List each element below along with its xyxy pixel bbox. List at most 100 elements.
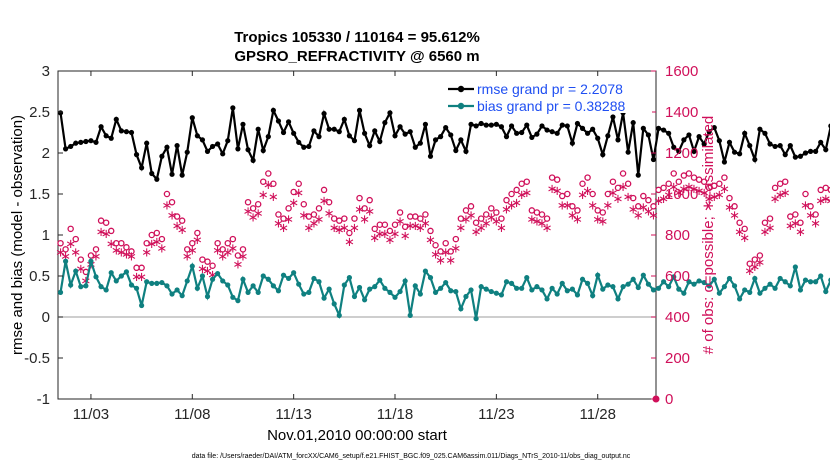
right-tick-label: 0 bbox=[665, 391, 673, 408]
obs-assimilated-marker: ∗ bbox=[491, 215, 502, 230]
bias-point bbox=[174, 287, 180, 293]
obs-possible-marker bbox=[756, 252, 764, 259]
obs-assimilated-marker: ∗ bbox=[227, 241, 238, 256]
obs-possible-marker bbox=[239, 246, 247, 253]
obs-assimilated-marker: ∗ bbox=[390, 227, 401, 242]
obs-assimilated-marker: ∗ bbox=[268, 190, 279, 205]
bias-point bbox=[73, 268, 79, 274]
obs-assimilated-marker: ∗ bbox=[55, 245, 66, 260]
obs-assimilated-marker: ∗ bbox=[450, 241, 461, 256]
bias-point bbox=[762, 285, 768, 291]
obs-count-markers: ∗∗∗∗∗∗∗∗∗∗∗∗∗∗∗∗∗∗∗∗∗∗∗∗∗∗∗∗∗∗∗∗∗∗∗∗∗∗∗∗… bbox=[55, 170, 830, 403]
obs-possible-marker bbox=[746, 260, 754, 267]
bias-point bbox=[508, 280, 515, 286]
obs-assimilated-marker: ∗ bbox=[471, 225, 482, 240]
rmse-point bbox=[407, 129, 413, 135]
obs-assimilated-marker: ∗ bbox=[648, 209, 659, 224]
obs-assimilated-marker: ∗ bbox=[293, 186, 304, 201]
obs-assimilated-marker: ∗ bbox=[602, 198, 613, 213]
obs-assimilated-marker: ∗ bbox=[70, 245, 81, 260]
rmse-point bbox=[88, 138, 94, 144]
obs-possible-marker bbox=[812, 211, 819, 218]
bias-point bbox=[772, 285, 778, 291]
rmse-point bbox=[397, 124, 403, 130]
bias-point bbox=[797, 287, 804, 293]
bias-point bbox=[569, 286, 575, 292]
obs-assimilated-marker: ∗ bbox=[481, 217, 492, 232]
bias-point bbox=[336, 312, 342, 318]
rmse-point bbox=[655, 125, 662, 131]
bias-point bbox=[792, 264, 798, 270]
rmse-point bbox=[204, 148, 211, 154]
obs-possible-marker bbox=[513, 186, 520, 194]
obs-possible-marker bbox=[741, 225, 748, 233]
rmse-point bbox=[590, 126, 596, 132]
obs-assimilated-marker: ∗ bbox=[65, 237, 76, 252]
obs-possible-marker bbox=[797, 219, 804, 226]
obs-assimilated-marker: ∗ bbox=[724, 200, 735, 215]
obs-assimilated-marker: ∗ bbox=[714, 188, 725, 203]
rmse-point bbox=[199, 137, 206, 143]
obs-possible-marker bbox=[234, 252, 242, 259]
obs-assimilated-marker: ∗ bbox=[521, 186, 532, 201]
bias-point bbox=[245, 289, 251, 295]
obs-assimilated-marker: ∗ bbox=[709, 190, 720, 205]
obs-possible-marker bbox=[685, 170, 693, 177]
obs-assimilated-marker: ∗ bbox=[628, 202, 639, 217]
bias-point bbox=[625, 281, 631, 287]
obs-possible-marker bbox=[822, 184, 830, 192]
obs-assimilated-marker: ∗ bbox=[486, 211, 497, 226]
rmse-point bbox=[818, 139, 824, 145]
obs-assimilated-marker: ∗ bbox=[658, 192, 669, 207]
left-tick-label: -1 bbox=[37, 391, 50, 408]
obs-possible-marker bbox=[254, 200, 262, 208]
bias-point bbox=[731, 283, 738, 289]
obs-possible-marker bbox=[472, 219, 480, 226]
bias-point bbox=[813, 279, 819, 285]
bias-point bbox=[260, 273, 266, 279]
obs-possible-marker bbox=[173, 213, 181, 220]
obs-possible-marker bbox=[508, 190, 515, 198]
bias-point bbox=[488, 288, 494, 295]
obs-possible-marker bbox=[320, 186, 328, 194]
rmse-point bbox=[133, 152, 140, 158]
bias-point bbox=[387, 289, 393, 295]
bias-point bbox=[270, 283, 276, 289]
obs-possible-marker bbox=[183, 246, 191, 253]
obs-assimilated-marker: ∗ bbox=[131, 270, 142, 285]
obs-possible-marker bbox=[761, 219, 769, 226]
obs-possible-marker bbox=[680, 172, 688, 179]
rmse-point bbox=[215, 141, 221, 147]
obs-assimilated-marker: ∗ bbox=[248, 211, 259, 226]
left-tick-label: 2.5 bbox=[29, 104, 50, 121]
obs-assimilated-marker: ∗ bbox=[232, 258, 243, 273]
bias-point bbox=[706, 283, 712, 289]
rmse-point bbox=[453, 147, 459, 154]
rmse-point bbox=[752, 156, 758, 163]
bias-point bbox=[671, 274, 677, 280]
obs-possible-marker bbox=[781, 178, 789, 185]
bias-point bbox=[696, 278, 702, 284]
bias-point bbox=[407, 312, 413, 318]
bias-point bbox=[605, 282, 611, 288]
bias-point bbox=[807, 279, 814, 285]
obs-assimilated-marker: ∗ bbox=[187, 243, 198, 258]
rmse-point bbox=[584, 130, 591, 136]
obs-assimilated-marker: ∗ bbox=[75, 262, 86, 277]
x-tick-label: 11/13 bbox=[275, 406, 311, 423]
obs-assimilated-marker: ∗ bbox=[303, 221, 314, 236]
obs-possible-marker bbox=[553, 176, 561, 183]
obs-possible-marker bbox=[442, 239, 449, 247]
rmse-point bbox=[68, 143, 74, 150]
obs-possible-marker bbox=[493, 209, 500, 216]
rmse-point bbox=[600, 152, 606, 158]
obs-possible-marker bbox=[771, 184, 779, 192]
bias-point bbox=[635, 284, 641, 291]
obs-possible-marker bbox=[427, 227, 434, 235]
rmse-point bbox=[635, 172, 641, 178]
obs-assimilated-marker: ∗ bbox=[440, 245, 451, 260]
obs-possible-marker bbox=[194, 229, 201, 237]
obs-assimilated-marker: ∗ bbox=[516, 188, 527, 203]
obs-assimilated-marker: ∗ bbox=[222, 245, 233, 260]
obs-possible-marker bbox=[503, 196, 510, 204]
